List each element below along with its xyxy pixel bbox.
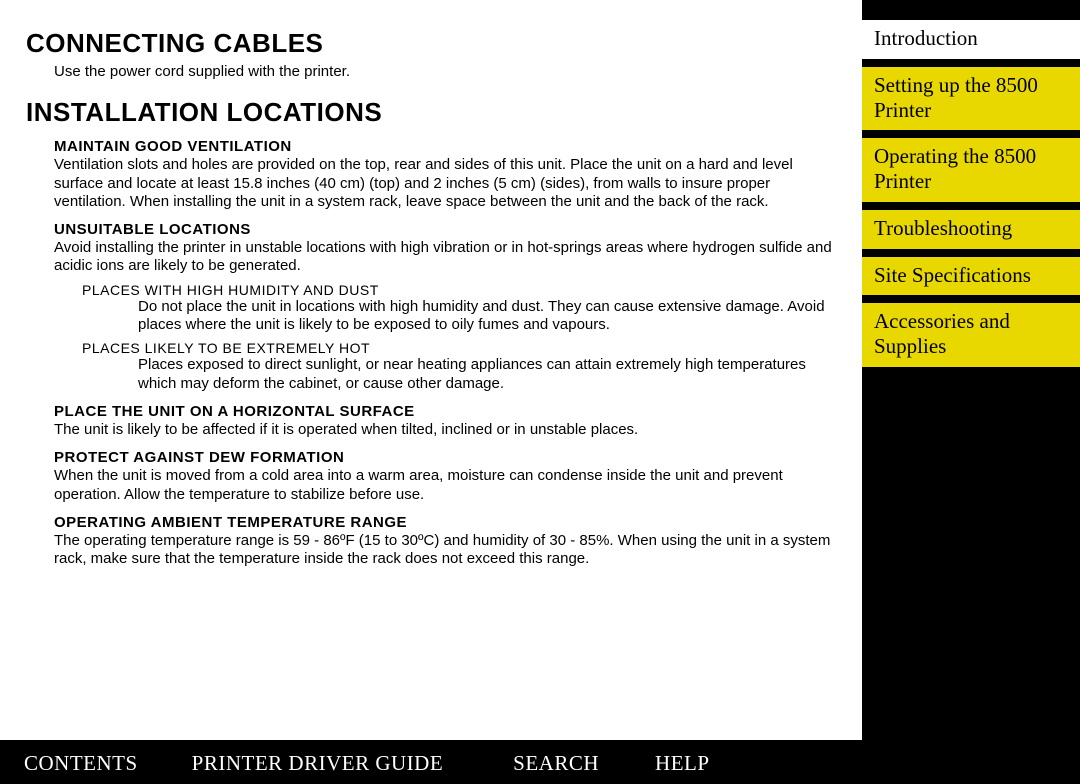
bottom-link-printer-driver-guide[interactable]: PRINTER DRIVER GUIDE	[192, 751, 444, 784]
heading-installation-locations: INSTALLATION LOCATIONS	[26, 97, 836, 128]
bottom-link-help[interactable]: HELP	[655, 751, 710, 784]
text-horizontal: The unit is likely to be affected if it …	[54, 421, 836, 439]
sidebar-item-setting-up[interactable]: Setting up the 8500 Printer	[862, 67, 1080, 131]
bottom-link-search[interactable]: SEARCH	[513, 751, 599, 784]
text-hot: Places exposed to direct sunlight, or ne…	[138, 356, 836, 393]
bottom-link-contents[interactable]: CONTENTS	[24, 751, 138, 784]
section-dew: PROTECT AGAINST DEW FORMATION When the u…	[54, 449, 836, 504]
sidebar-item-accessories[interactable]: Accessories and Supplies	[862, 303, 1080, 367]
sidebar-item-troubleshooting[interactable]: Troubleshooting	[862, 210, 1080, 249]
document-page: CONNECTING CABLES Use the power cord sup…	[0, 0, 1080, 784]
section-temperature: OPERATING AMBIENT TEMPERATURE RANGE The …	[54, 514, 836, 569]
section-connecting-cables: CONNECTING CABLES Use the power cord sup…	[26, 28, 836, 81]
text-ventilation: Ventilation slots and holes are provided…	[54, 156, 836, 211]
text-humidity: Do not place the unit in locations with …	[138, 298, 836, 335]
subheading-dew: PROTECT AGAINST DEW FORMATION	[54, 449, 836, 466]
main-content: CONNECTING CABLES Use the power cord sup…	[0, 0, 862, 740]
text-temperature: The operating temperature range is 59 - …	[54, 532, 836, 569]
text-dew: When the unit is moved from a cold area …	[54, 467, 836, 504]
subheading-ventilation: MAINTAIN GOOD VENTILATION	[54, 138, 836, 155]
sidebar-item-site-specifications[interactable]: Site Specifications	[862, 257, 1080, 296]
subheading-horizontal: PLACE THE UNIT ON A HORIZONTAL SURFACE	[54, 403, 836, 420]
sidebar-item-introduction[interactable]: Introduction	[862, 20, 1080, 59]
section-horizontal: PLACE THE UNIT ON A HORIZONTAL SURFACE T…	[54, 403, 836, 439]
sidebar-item-operating[interactable]: Operating the 8500 Printer	[862, 138, 1080, 202]
subheading-humidity: PLACES WITH HIGH HUMIDITY AND DUST	[82, 282, 836, 298]
section-ventilation: MAINTAIN GOOD VENTILATION Ventilation sl…	[54, 138, 836, 211]
sidebar-nav: Introduction Setting up the 8500 Printer…	[862, 0, 1080, 740]
heading-connecting-cables: CONNECTING CABLES	[26, 28, 836, 59]
subheading-temperature: OPERATING AMBIENT TEMPERATURE RANGE	[54, 514, 836, 531]
subheading-hot: PLACES LIKELY TO BE EXTREMELY HOT	[82, 340, 836, 356]
subheading-unsuitable: UNSUITABLE LOCATIONS	[54, 221, 836, 238]
text-unsuitable: Avoid installing the printer in unstable…	[54, 239, 836, 276]
bottom-nav-bar: CONTENTS PRINTER DRIVER GUIDE SEARCH HEL…	[0, 740, 1080, 784]
section-unsuitable: UNSUITABLE LOCATIONS Avoid installing th…	[54, 221, 836, 393]
text-connecting-cables: Use the power cord supplied with the pri…	[54, 63, 836, 81]
